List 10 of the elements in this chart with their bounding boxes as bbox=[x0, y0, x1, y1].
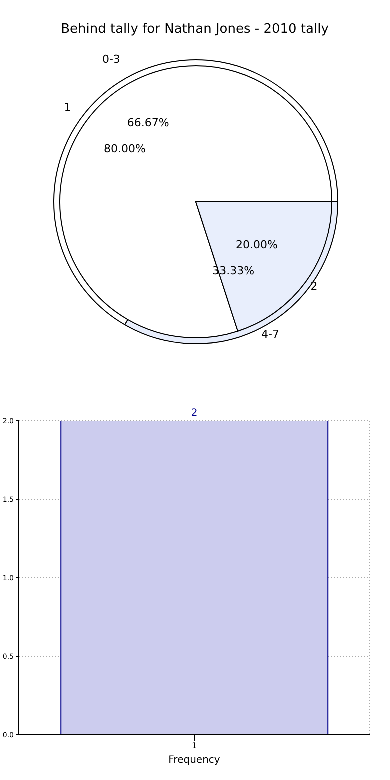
slice-label: 2 bbox=[310, 280, 318, 294]
data-label: 80.00% bbox=[104, 142, 146, 156]
data-label: 20.00% bbox=[236, 238, 278, 252]
x-axis-title: Frequency bbox=[168, 755, 220, 766]
chart-title: Behind tally for Nathan Jones - 2010 tally bbox=[60, 22, 330, 37]
slice-label: 1 bbox=[64, 100, 72, 114]
slice-label: 4-7 bbox=[262, 328, 280, 342]
data-label: 2 bbox=[191, 408, 198, 419]
data-label: 66.67% bbox=[127, 116, 170, 130]
slice-label: 0-3 bbox=[102, 52, 120, 66]
